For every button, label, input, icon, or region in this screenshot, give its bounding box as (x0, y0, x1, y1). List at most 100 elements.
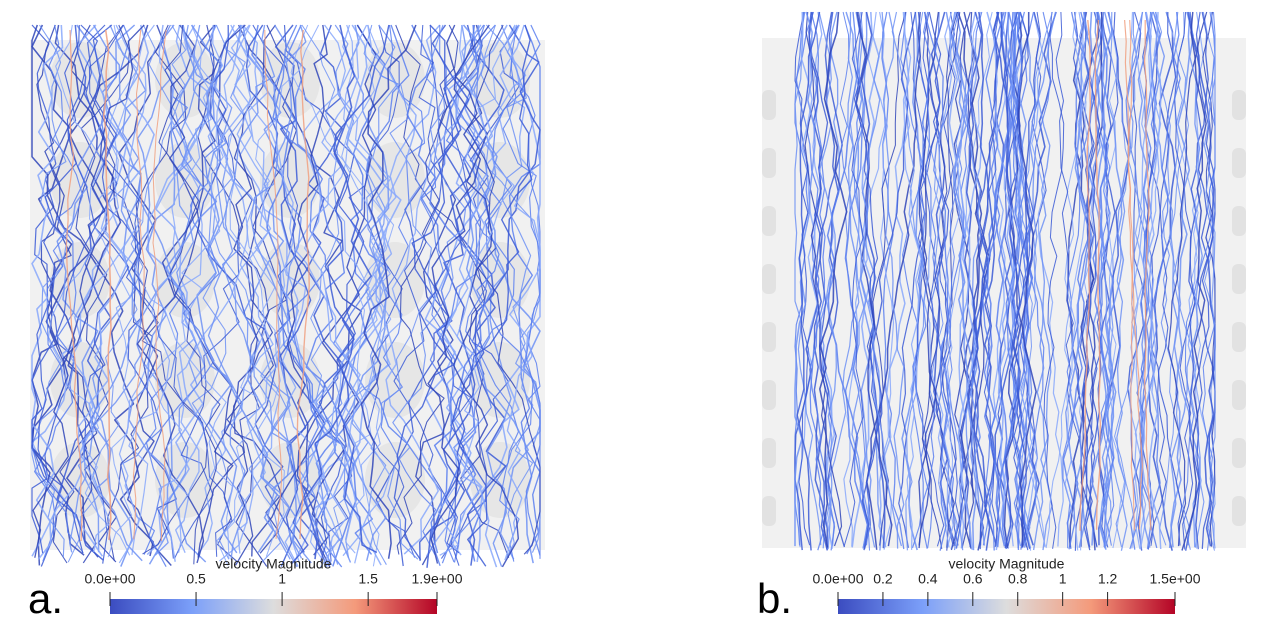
pore (50, 142, 110, 218)
streamline (944, 11, 993, 550)
streamline (499, 24, 541, 562)
streamline (795, 11, 826, 551)
streamline (861, 11, 886, 549)
streamline (911, 11, 983, 549)
streamline (174, 24, 253, 559)
streamline (1108, 11, 1143, 549)
streamline (1079, 19, 1091, 531)
streamline (922, 11, 954, 549)
streamline (107, 24, 187, 562)
streamline (1018, 12, 1037, 547)
streamline (31, 24, 98, 554)
streamline (55, 24, 133, 558)
streamline (393, 24, 460, 561)
streamline (914, 11, 945, 547)
streamline (136, 24, 246, 564)
streamline (918, 11, 940, 549)
streamline (70, 24, 147, 553)
streamline (303, 24, 372, 560)
streamline (1202, 11, 1216, 547)
notch (762, 90, 776, 120)
notch (1232, 322, 1246, 352)
streamline (311, 24, 377, 556)
colorbar-title: velocity Magnitude (949, 556, 1065, 572)
streamline (1009, 11, 1027, 547)
streamline (148, 24, 224, 554)
streamline (175, 24, 272, 554)
streamline (415, 24, 483, 566)
streamline (936, 11, 959, 546)
streamline (103, 24, 234, 560)
tick-label: 1.5e+00 (1150, 571, 1201, 587)
tick-label: 0.2 (873, 571, 893, 587)
notch (762, 496, 776, 526)
streamline (794, 11, 822, 546)
streamline (426, 24, 476, 568)
tick-label: 0.0e+00 (85, 571, 136, 587)
streamline (380, 24, 437, 555)
streamline (921, 11, 961, 550)
streamline (1195, 11, 1216, 550)
notch (1232, 148, 1246, 178)
streamline (327, 24, 390, 554)
notch (1232, 380, 1246, 410)
streamline (881, 11, 905, 550)
notch (1232, 206, 1246, 236)
streamline (1189, 11, 1216, 549)
tick-label: 0.6 (963, 571, 983, 587)
streamline (1124, 19, 1143, 530)
tick-label: 1 (1059, 571, 1067, 587)
streamline (1202, 11, 1216, 551)
notch (762, 380, 776, 410)
streamline (1148, 11, 1176, 551)
streamline (445, 24, 520, 568)
tick-label: 1.9e+00 (412, 571, 463, 587)
streamline (251, 24, 328, 557)
streamline (849, 11, 883, 551)
colorbar-title: velocity Magnitude (216, 556, 332, 572)
streamline (872, 11, 907, 546)
streamline (31, 24, 122, 566)
streamline (31, 24, 154, 557)
notch (1232, 90, 1246, 120)
streamline (996, 11, 1025, 548)
streamline (1132, 11, 1155, 546)
streamline (847, 11, 876, 548)
streamline (437, 24, 518, 556)
streamline (923, 11, 964, 549)
streamline (1145, 11, 1181, 549)
streamline (1009, 11, 1029, 551)
tick-label: 1.2 (1098, 571, 1118, 587)
streamline (77, 24, 175, 553)
streamline (164, 24, 278, 553)
streamline (1154, 11, 1191, 550)
streamline (88, 24, 233, 557)
tick-label: 0.4 (918, 571, 938, 587)
streamline (334, 24, 441, 566)
colorbar (838, 599, 1175, 614)
streamline (418, 24, 541, 561)
streamline (132, 29, 145, 540)
streamline (252, 24, 353, 562)
streamline (1032, 11, 1057, 551)
streamline (301, 24, 391, 557)
streamline (794, 11, 811, 546)
streamline (1064, 11, 1090, 551)
streamline (155, 24, 206, 562)
panel-label: a. (28, 575, 63, 618)
streamline (1182, 11, 1216, 546)
streamline (393, 24, 460, 566)
streamline (32, 24, 145, 558)
streamline (499, 24, 541, 561)
streamline (145, 24, 220, 567)
streamline (948, 11, 977, 550)
streamline (387, 24, 467, 560)
streamline (943, 11, 967, 551)
tick-label: 0.8 (1008, 571, 1028, 587)
streamline (796, 11, 821, 551)
streamline (102, 29, 112, 540)
streamline (1007, 11, 1046, 547)
streamline (945, 11, 986, 546)
notch (762, 206, 776, 236)
streamline (843, 11, 864, 547)
